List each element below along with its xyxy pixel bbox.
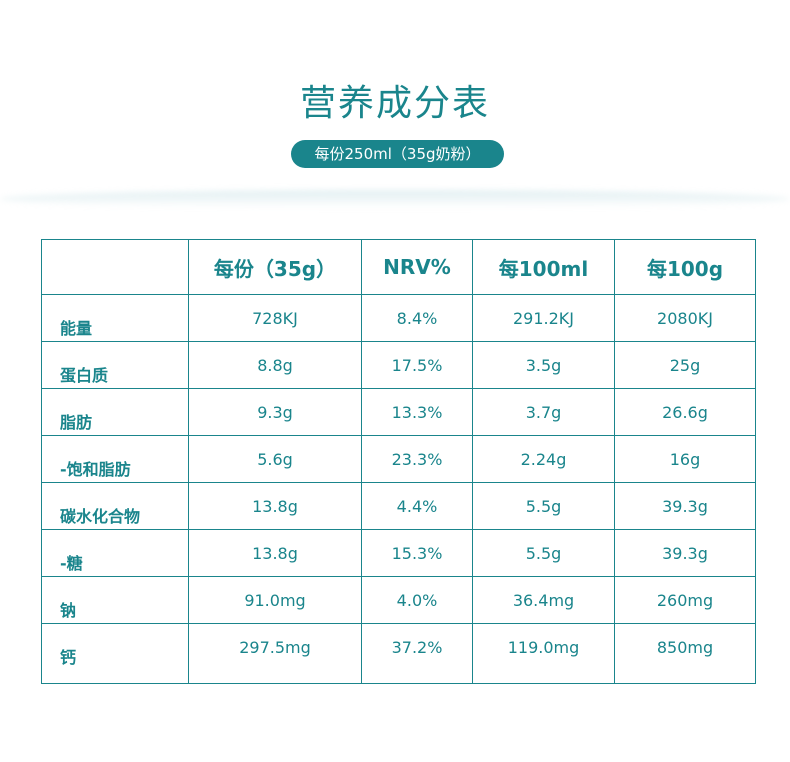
nrv-value: 4.4% bbox=[361, 482, 473, 530]
per-100g-value: 260mg bbox=[614, 576, 756, 624]
serving-size-badge: 每份250ml（35g奶粉） bbox=[291, 140, 504, 168]
nutrient-name: 钠 bbox=[41, 576, 189, 624]
per-100ml-value: 36.4mg bbox=[472, 576, 615, 624]
per-100ml-value: 3.7g bbox=[472, 388, 615, 436]
per-serving-value: 13.8g bbox=[188, 529, 362, 577]
nutrient-name: -糖 bbox=[41, 529, 189, 577]
nrv-value: 17.5% bbox=[361, 341, 473, 389]
per-100ml-value: 291.2KJ bbox=[472, 294, 615, 342]
header: 营养成分表 每份250ml（35g奶粉） bbox=[0, 0, 790, 208]
table-row: 碳水化合物 13.8g 4.4% 5.5g 39.3g bbox=[41, 482, 756, 530]
nutrient-name: 碳水化合物 bbox=[41, 482, 189, 530]
per-serving-value: 8.8g bbox=[188, 341, 362, 389]
table-row: 脂肪 9.3g 13.3% 3.7g 26.6g bbox=[41, 388, 756, 436]
per-100g-value: 39.3g bbox=[614, 529, 756, 577]
per-serving-value: 728KJ bbox=[188, 294, 362, 342]
table-row: 能量 728KJ 8.4% 291.2KJ 2080KJ bbox=[41, 294, 756, 342]
column-header-nrv: NRV% bbox=[361, 239, 473, 295]
nrv-value: 4.0% bbox=[361, 576, 473, 624]
table-row: 钠 91.0mg 4.0% 36.4mg 260mg bbox=[41, 576, 756, 624]
per-100ml-value: 5.5g bbox=[472, 529, 615, 577]
column-header-nutrient bbox=[41, 239, 189, 295]
nrv-value: 13.3% bbox=[361, 388, 473, 436]
per-100ml-value: 2.24g bbox=[472, 435, 615, 483]
nutrient-name: 脂肪 bbox=[41, 388, 189, 436]
per-100g-value: 2080KJ bbox=[614, 294, 756, 342]
per-serving-value: 91.0mg bbox=[188, 576, 362, 624]
nrv-value: 8.4% bbox=[361, 294, 473, 342]
per-100g-value: 26.6g bbox=[614, 388, 756, 436]
nutrient-name: 蛋白质 bbox=[41, 341, 189, 389]
table-row: -饱和脂肪 5.6g 23.3% 2.24g 16g bbox=[41, 435, 756, 483]
per-100ml-value: 119.0mg bbox=[472, 623, 615, 684]
nutrient-name: 钙 bbox=[41, 623, 189, 684]
per-serving-value: 13.8g bbox=[188, 482, 362, 530]
nrv-value: 23.3% bbox=[361, 435, 473, 483]
table-row: 钙 297.5mg 37.2% 119.0mg 850mg bbox=[41, 623, 756, 684]
per-100g-value: 25g bbox=[614, 341, 756, 389]
nutrition-table-container: 每份（35g） NRV% 每100ml 每100g 能量 728KJ 8.4% … bbox=[41, 239, 756, 687]
nrv-value: 37.2% bbox=[361, 623, 473, 684]
per-100g-value: 16g bbox=[614, 435, 756, 483]
nutrient-name: 能量 bbox=[41, 294, 189, 342]
per-100g-value: 39.3g bbox=[614, 482, 756, 530]
per-100ml-value: 5.5g bbox=[472, 482, 615, 530]
column-header-per-serving: 每份（35g） bbox=[188, 239, 362, 295]
per-serving-value: 9.3g bbox=[188, 388, 362, 436]
column-header-per-100ml: 每100ml bbox=[472, 239, 615, 295]
header-shadow-divider bbox=[0, 190, 790, 208]
per-100ml-value: 3.5g bbox=[472, 341, 615, 389]
table-row: -糖 13.8g 15.3% 5.5g 39.3g bbox=[41, 529, 756, 577]
per-serving-value: 297.5mg bbox=[188, 623, 362, 684]
table-row: 蛋白质 8.8g 17.5% 3.5g 25g bbox=[41, 341, 756, 389]
nrv-value: 15.3% bbox=[361, 529, 473, 577]
per-100g-value: 850mg bbox=[614, 623, 756, 684]
table-header-row: 每份（35g） NRV% 每100ml 每100g bbox=[41, 239, 756, 295]
nutrient-name: -饱和脂肪 bbox=[41, 435, 189, 483]
page-title: 营养成分表 bbox=[299, 83, 490, 124]
column-header-per-100g: 每100g bbox=[614, 239, 756, 295]
per-serving-value: 5.6g bbox=[188, 435, 362, 483]
nutrition-table: 每份（35g） NRV% 每100ml 每100g 能量 728KJ 8.4% … bbox=[41, 239, 756, 684]
